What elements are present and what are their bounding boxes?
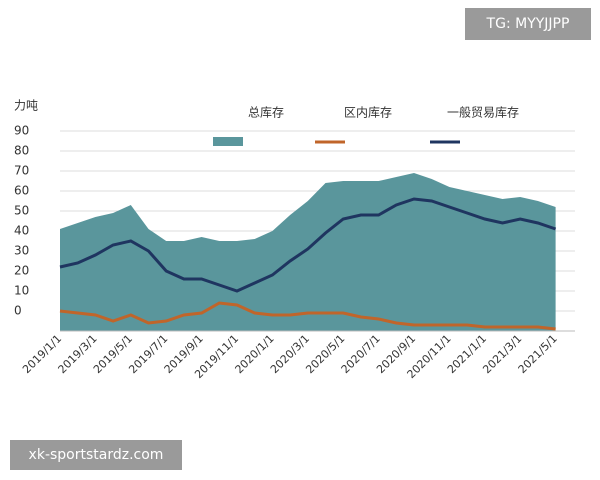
line	[59, 301, 556, 331]
legend-label: 一般贸易库存	[447, 105, 519, 120]
watermark-box	[465, 8, 591, 40]
watermark: xk-sportstardz.com	[29, 447, 164, 463]
y-tick-label: 10	[14, 284, 29, 298]
y-tick-label: 80	[14, 144, 29, 158]
y-tick-label: 20	[14, 264, 29, 278]
line	[59, 197, 557, 293]
y-tick-label: 90	[14, 124, 29, 138]
watermark: TG: MYYJJPP	[486, 16, 570, 32]
y-tick-label: 70	[14, 164, 29, 178]
y-axis-label: 力吨	[14, 99, 38, 113]
area	[60, 173, 556, 331]
y-tick-label: 0	[14, 304, 22, 318]
y-tick-label: 40	[14, 224, 29, 238]
y-tick-label: 50	[14, 204, 29, 218]
y-tick-label: 30	[14, 244, 29, 258]
legend-label: 区内库存	[344, 105, 392, 120]
y-tick-label: 60	[14, 184, 29, 198]
legend-label: 总库存	[248, 105, 284, 120]
watermark-box	[10, 440, 182, 470]
legend-swatch	[213, 137, 243, 146]
